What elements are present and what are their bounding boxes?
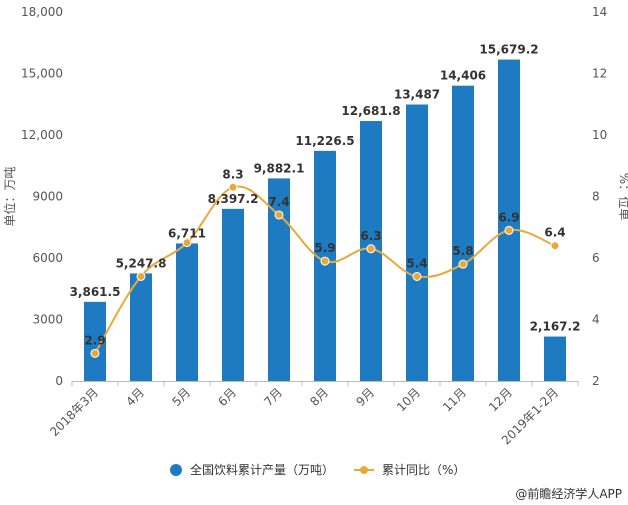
line-value-label: 6.4 [544, 226, 565, 240]
line-point [412, 271, 422, 281]
y-right-tick-label: 6 [592, 251, 600, 265]
legend-line-marker [360, 466, 368, 474]
line-value-label: 5.4 [406, 256, 427, 270]
bar [406, 104, 428, 381]
y-right-tick-label: 4 [592, 313, 600, 327]
legend-line-label: 累计同比（%） [382, 463, 465, 477]
line-value-label: 8.3 [222, 167, 243, 181]
x-tick-label: 9月 [353, 385, 377, 409]
y-right-axis-title: %：位单 [617, 173, 628, 220]
line-value-label: 5.8 [452, 244, 473, 258]
y-left-axis-title: 单位：万吨 [2, 166, 17, 226]
bar [130, 273, 152, 381]
x-tick-label: 10月 [394, 385, 423, 414]
line-point [504, 225, 514, 235]
y-left-tick-label: 15,000 [21, 67, 63, 81]
line-value-label: 2.9 [84, 333, 105, 347]
line-point [366, 244, 376, 254]
line-series [90, 182, 560, 358]
bar-value-label: 12,681.8 [341, 104, 400, 118]
line-value-label: 6.3 [360, 229, 381, 243]
bar-value-label: 13,487 [394, 88, 440, 102]
data-labels: 3,861.5 5,247.8 6,711 8,397.2 9,882.1 11,226.… [70, 43, 581, 348]
bar [452, 85, 474, 381]
y-left-tick-label: 3000 [32, 313, 63, 327]
x-tick-label: 5月 [169, 385, 193, 409]
line-point [274, 210, 284, 220]
line-point [550, 241, 560, 251]
y-left-tick-label: 18,000 [21, 5, 63, 19]
x-tick-label: 6月 [215, 385, 239, 409]
bar-value-label: 8,397.2 [208, 192, 259, 206]
x-tick-label: 12月 [486, 385, 515, 414]
bar-value-label: 2,167.2 [530, 320, 581, 334]
y-right-tick-label: 14 [592, 5, 607, 19]
bar [84, 301, 106, 381]
bar [176, 243, 198, 381]
bar [222, 208, 244, 381]
x-tick-label: 2018年3月 [47, 385, 101, 439]
y-right-tick-label: 10 [592, 128, 607, 142]
bar-value-label: 3,861.5 [70, 285, 121, 299]
source-credit: @前瞻经济学人APP [515, 486, 622, 501]
y-left-tick-label: 0 [55, 374, 63, 388]
y-left-tick-label: 12,000 [21, 128, 63, 142]
legend-bar-marker [170, 464, 182, 476]
bar [544, 336, 566, 381]
line-point [320, 256, 330, 266]
bar-value-label: 15,679.2 [479, 43, 538, 57]
y-right-tick-label: 2 [592, 374, 600, 388]
line-point [228, 182, 238, 192]
line-point [90, 348, 100, 358]
y-left-tick-label: 9000 [32, 190, 63, 204]
bar [268, 178, 290, 381]
bar-series [84, 59, 566, 381]
bar-value-label: 6,711 [168, 226, 206, 240]
bar-value-label: 14,406 [440, 69, 486, 83]
bar [314, 150, 336, 381]
y-left-tick-label: 6000 [32, 251, 63, 265]
y-right-tick-label: 8 [592, 190, 600, 204]
line-value-label: 5.9 [314, 241, 335, 255]
x-tick-label: 11月 [440, 385, 469, 414]
legend-bar-label: 全国饮料累计产量（万吨） [190, 462, 334, 477]
bar-value-label: 5,247.8 [116, 256, 167, 270]
bar [498, 59, 520, 381]
x-tick-label: 7月 [261, 385, 285, 409]
legend: 全国饮料累计产量（万吨） 累计同比（%） [170, 462, 465, 477]
line-value-label: 7.4 [268, 195, 289, 209]
y-right-tick-label: 12 [592, 67, 607, 81]
series-line [94, 185, 556, 354]
line-point [182, 238, 192, 248]
line-value-label: 6.9 [498, 210, 519, 224]
bar-value-label: 9,882.1 [254, 161, 305, 175]
x-tick-label: 4月 [123, 385, 147, 409]
line-point [136, 271, 146, 281]
line-point [458, 259, 468, 269]
bar-value-label: 11,226.5 [295, 134, 354, 148]
x-tick-label: 8月 [307, 385, 331, 409]
